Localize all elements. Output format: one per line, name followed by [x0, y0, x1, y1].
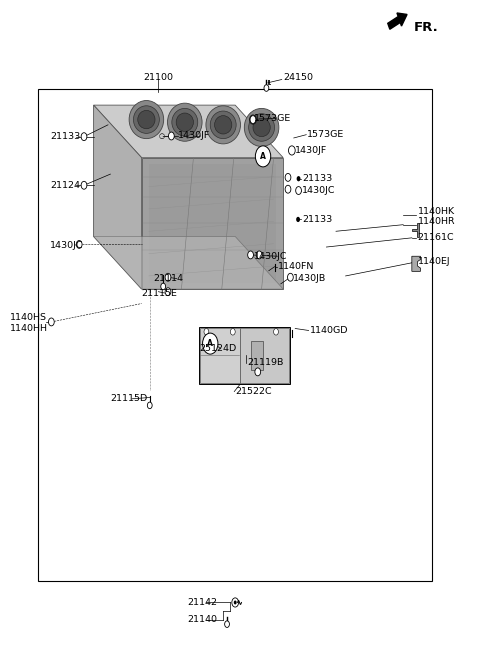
Bar: [200, 328, 240, 383]
FancyArrow shape: [388, 13, 407, 30]
Circle shape: [230, 328, 235, 335]
Bar: [38, 89, 432, 581]
Ellipse shape: [168, 103, 202, 141]
Circle shape: [76, 240, 82, 248]
Text: 21124: 21124: [50, 181, 81, 190]
Text: 24150: 24150: [283, 73, 313, 82]
Text: 1573GE: 1573GE: [254, 114, 292, 123]
Text: 21114: 21114: [154, 274, 183, 283]
Text: 21161C: 21161C: [418, 233, 454, 242]
Text: 21115D: 21115D: [110, 394, 148, 403]
Text: 25124D: 25124D: [199, 344, 237, 353]
Circle shape: [255, 146, 271, 167]
Circle shape: [147, 402, 152, 409]
Ellipse shape: [172, 108, 198, 136]
Text: 21133: 21133: [50, 132, 81, 141]
Text: 21119B: 21119B: [247, 358, 284, 367]
Text: 1140EJ: 1140EJ: [418, 257, 450, 266]
Circle shape: [274, 328, 278, 335]
Text: 1140HH: 1140HH: [10, 324, 48, 333]
Circle shape: [203, 333, 218, 354]
Text: 21522C: 21522C: [235, 387, 272, 396]
Text: ○—: ○—: [159, 133, 172, 139]
Bar: [199, 327, 290, 384]
Circle shape: [250, 115, 256, 124]
Text: 1430JF: 1430JF: [178, 131, 210, 141]
Circle shape: [165, 273, 171, 281]
Polygon shape: [94, 105, 283, 158]
Circle shape: [165, 288, 171, 296]
Circle shape: [297, 176, 300, 181]
Text: 21140: 21140: [187, 615, 217, 624]
Circle shape: [168, 132, 174, 140]
Text: 1140FN: 1140FN: [278, 262, 315, 271]
Ellipse shape: [133, 106, 159, 133]
Text: A: A: [260, 152, 266, 161]
Text: 21100: 21100: [144, 73, 173, 82]
Text: 21133: 21133: [302, 215, 333, 224]
Text: 1140HR: 1140HR: [418, 217, 455, 226]
Circle shape: [288, 146, 295, 155]
Circle shape: [248, 251, 253, 259]
Circle shape: [48, 318, 54, 326]
Text: 1140HS: 1140HS: [10, 313, 47, 323]
Circle shape: [234, 600, 237, 604]
Circle shape: [288, 273, 293, 281]
Bar: [251, 341, 263, 370]
Ellipse shape: [176, 113, 193, 131]
Text: 21133: 21133: [302, 174, 333, 183]
Text: 1140HK: 1140HK: [418, 207, 455, 216]
Circle shape: [285, 185, 291, 193]
Text: 21142: 21142: [187, 598, 217, 607]
Circle shape: [285, 173, 291, 181]
Polygon shape: [142, 158, 283, 289]
Ellipse shape: [215, 116, 232, 134]
Circle shape: [296, 217, 300, 222]
Circle shape: [204, 328, 209, 335]
Text: 1430JF: 1430JF: [295, 146, 327, 155]
Ellipse shape: [244, 108, 279, 147]
Circle shape: [256, 251, 262, 259]
Text: 1430JB: 1430JB: [293, 274, 326, 283]
Circle shape: [296, 187, 301, 194]
Polygon shape: [94, 237, 283, 289]
Ellipse shape: [206, 106, 240, 144]
Ellipse shape: [129, 101, 164, 139]
Ellipse shape: [249, 114, 275, 141]
Text: 21115E: 21115E: [142, 288, 178, 298]
Polygon shape: [412, 256, 420, 271]
Polygon shape: [94, 105, 142, 289]
Polygon shape: [149, 164, 276, 283]
Circle shape: [250, 116, 256, 124]
Polygon shape: [412, 223, 419, 237]
Ellipse shape: [138, 110, 155, 129]
Ellipse shape: [210, 111, 236, 139]
Text: 1573GE: 1573GE: [307, 130, 345, 139]
Circle shape: [81, 133, 87, 141]
Text: FR.: FR.: [414, 21, 439, 34]
Ellipse shape: [253, 118, 270, 137]
Circle shape: [81, 181, 87, 189]
Circle shape: [161, 283, 166, 290]
Text: 1430JC: 1430JC: [254, 252, 288, 261]
Circle shape: [264, 85, 269, 91]
Bar: [240, 328, 289, 383]
Text: 1140GD: 1140GD: [310, 326, 348, 335]
Circle shape: [232, 598, 239, 607]
Text: 1430JC: 1430JC: [50, 240, 84, 250]
Text: 1430JC: 1430JC: [302, 186, 336, 195]
Text: A: A: [207, 339, 213, 348]
Circle shape: [225, 621, 229, 627]
Circle shape: [255, 368, 261, 376]
